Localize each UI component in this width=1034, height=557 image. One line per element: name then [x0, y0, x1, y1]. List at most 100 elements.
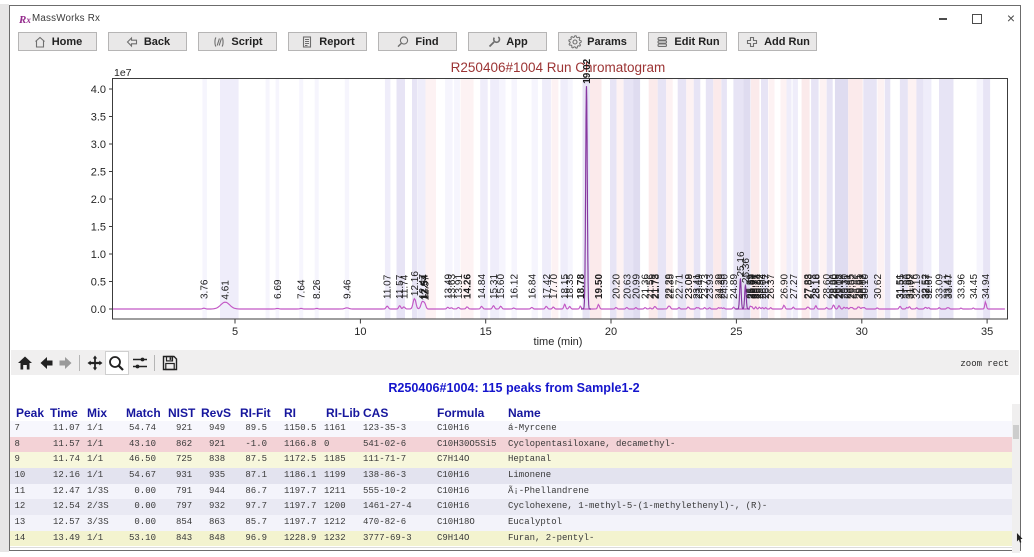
- svg-text:31.89: 31.89: [905, 274, 916, 299]
- svg-text:8.26: 8.26: [312, 279, 323, 299]
- svg-text:21.73: 21.73: [650, 274, 661, 299]
- svg-text:11.57: 11.57: [395, 274, 406, 299]
- svg-text:24.89: 24.89: [729, 274, 740, 299]
- svg-text:28.60: 28.60: [822, 274, 833, 299]
- svg-text:18.78: 18.78: [576, 274, 587, 299]
- svg-text:18.35: 18.35: [565, 274, 576, 299]
- svg-text:13.63: 13.63: [447, 274, 458, 299]
- svg-text:20: 20: [605, 326, 617, 338]
- svg-text:33.41: 33.41: [943, 274, 954, 299]
- svg-text:27.27: 27.27: [789, 274, 800, 299]
- svg-text:time (min): time (min): [534, 336, 583, 348]
- svg-text:R250406#1004 Run Chromatogram: R250406#1004 Run Chromatogram: [451, 60, 666, 75]
- svg-text:25.58: 25.58: [746, 274, 757, 299]
- svg-text:12.57: 12.57: [420, 275, 431, 300]
- svg-text:3.0: 3.0: [91, 139, 106, 151]
- svg-text:13.49: 13.49: [443, 274, 454, 299]
- svg-text:12.54: 12.54: [420, 274, 431, 299]
- svg-text:15.60: 15.60: [496, 274, 507, 299]
- svg-text:23.41: 23.41: [692, 274, 703, 299]
- svg-text:23.49: 23.49: [694, 274, 705, 299]
- svg-text:28.86: 28.86: [829, 274, 840, 299]
- svg-text:34.45: 34.45: [969, 274, 980, 299]
- svg-text:32.52: 32.52: [920, 274, 931, 299]
- svg-text:25.92: 25.92: [755, 274, 766, 299]
- svg-text:1e7: 1e7: [114, 67, 132, 79]
- svg-text:0.0: 0.0: [91, 304, 106, 316]
- svg-text:12.16: 12.16: [410, 271, 421, 296]
- svg-text:25: 25: [730, 326, 742, 338]
- svg-text:17.70: 17.70: [549, 274, 560, 299]
- svg-text:7.64: 7.64: [297, 279, 308, 299]
- svg-text:10: 10: [354, 326, 366, 338]
- svg-text:33.47: 33.47: [944, 274, 955, 299]
- svg-text:26.90: 26.90: [780, 274, 791, 299]
- svg-text:25.77: 25.77: [751, 274, 762, 299]
- svg-text:24.50: 24.50: [719, 274, 730, 299]
- svg-text:25.55: 25.55: [746, 274, 757, 299]
- svg-text:29.85: 29.85: [854, 274, 865, 299]
- svg-text:22.71: 22.71: [675, 274, 686, 299]
- svg-text:22.29: 22.29: [664, 274, 675, 299]
- svg-text:16.12: 16.12: [509, 274, 520, 299]
- svg-text:1.5: 1.5: [91, 222, 106, 234]
- svg-text:29.62: 29.62: [848, 274, 859, 299]
- svg-text:31.55: 31.55: [896, 274, 907, 299]
- svg-text:30.62: 30.62: [873, 274, 884, 299]
- svg-text:21.56: 21.56: [646, 274, 657, 299]
- svg-text:11.74: 11.74: [400, 274, 411, 299]
- svg-text:11.07: 11.07: [383, 274, 394, 299]
- svg-text:6.69: 6.69: [273, 279, 284, 299]
- svg-text:26.04: 26.04: [758, 274, 769, 299]
- svg-text:27.88: 27.88: [804, 274, 815, 299]
- svg-text:23.73: 23.73: [700, 274, 711, 299]
- svg-text:20.20: 20.20: [612, 274, 623, 299]
- svg-text:30.02: 30.02: [858, 274, 869, 299]
- svg-text:33.09: 33.09: [935, 274, 946, 299]
- svg-text:12.47: 12.47: [418, 274, 429, 299]
- svg-text:34.94: 34.94: [981, 274, 992, 299]
- svg-text:2.0: 2.0: [91, 194, 106, 206]
- svg-text:24.29: 24.29: [714, 274, 725, 299]
- svg-text:24.39: 24.39: [717, 274, 728, 299]
- svg-text:3.76: 3.76: [199, 279, 210, 299]
- svg-text:30.10: 30.10: [860, 274, 871, 299]
- svg-text:29.41: 29.41: [843, 274, 854, 299]
- svg-text:16.84: 16.84: [527, 274, 538, 299]
- svg-text:25.16: 25.16: [736, 251, 747, 276]
- svg-text:25.62: 25.62: [747, 274, 758, 299]
- svg-text:19.02: 19.02: [582, 58, 593, 83]
- svg-text:32.19: 32.19: [912, 274, 923, 299]
- svg-text:15.31: 15.31: [489, 274, 500, 299]
- svg-text:26.37: 26.37: [766, 274, 777, 299]
- svg-text:2.5: 2.5: [91, 167, 106, 179]
- svg-text:1.0: 1.0: [91, 249, 106, 261]
- svg-text:4.61: 4.61: [221, 280, 232, 300]
- svg-text:23.09: 23.09: [684, 274, 695, 299]
- svg-text:23.93: 23.93: [705, 274, 716, 299]
- svg-text:23.08: 23.08: [684, 274, 695, 299]
- svg-text:15: 15: [480, 326, 492, 338]
- svg-text:20.63: 20.63: [622, 274, 633, 299]
- svg-text:14.26: 14.26: [463, 274, 474, 299]
- svg-text:31.92: 31.92: [905, 274, 916, 299]
- svg-text:35: 35: [981, 326, 993, 338]
- svg-text:22.35: 22.35: [666, 274, 677, 299]
- svg-text:32.57: 32.57: [922, 274, 933, 299]
- svg-text:20.99: 20.99: [631, 274, 642, 299]
- svg-text:5: 5: [232, 326, 238, 338]
- svg-text:29.91: 29.91: [855, 274, 866, 299]
- svg-text:28.90: 28.90: [830, 274, 841, 299]
- svg-text:17.42: 17.42: [542, 274, 553, 299]
- svg-text:25.84: 25.84: [753, 274, 764, 299]
- svg-text:21.78: 21.78: [651, 274, 662, 299]
- svg-text:9.46: 9.46: [342, 279, 353, 299]
- svg-text:31.80: 31.80: [902, 274, 913, 299]
- svg-text:29.12: 29.12: [835, 274, 846, 299]
- svg-text:18.15: 18.15: [560, 274, 571, 299]
- svg-text:25.71: 25.71: [750, 274, 761, 299]
- svg-text:19.50: 19.50: [594, 274, 605, 299]
- svg-text:13.91: 13.91: [454, 274, 465, 299]
- svg-text:28.16: 28.16: [811, 274, 822, 299]
- svg-text:33.96: 33.96: [957, 274, 968, 299]
